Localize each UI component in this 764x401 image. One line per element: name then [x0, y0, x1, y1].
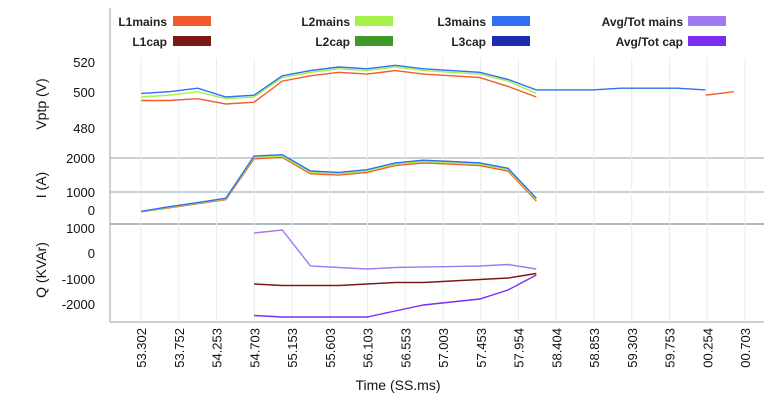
legend-label-8: Avg/Tot cap — [616, 35, 683, 49]
x-tick-label-7: 56.103 — [361, 328, 376, 368]
x-tick-label-10: 57.453 — [474, 328, 489, 368]
x-tick-label-16: 00.254 — [700, 328, 715, 368]
x-tick-label-17: 00.703 — [738, 328, 753, 368]
legend: L1mains L1cap L2mains L2cap L3mains L3cap Avg/… — [118, 15, 726, 49]
panel-2-ytick-2: 1000 — [66, 185, 95, 200]
x-tick-label-5: 55.153 — [285, 328, 300, 368]
legend-swatch-5 — [492, 16, 530, 26]
panel-1-ytick-3: 480 — [73, 121, 95, 136]
x-tick-label-13: 58.853 — [587, 328, 602, 368]
panel-3-series-2 — [254, 274, 537, 318]
x-tick-label-11: 57.954 — [512, 328, 527, 368]
legend-label-4: L2cap — [315, 35, 350, 49]
legend-swatch-1 — [173, 16, 211, 26]
legend-label-3: L2mains — [301, 15, 350, 29]
legend-label-6: L3cap — [451, 35, 486, 49]
legend-label-2: L1cap — [132, 35, 167, 49]
panel-2-ylabel: I (A) — [33, 172, 49, 198]
x-tick-label-12: 58.404 — [549, 328, 564, 368]
panel-3-ytick-4: -2000 — [62, 297, 95, 312]
legend-swatch-8 — [688, 36, 726, 46]
x-tick-label-1: 53.302 — [134, 328, 149, 368]
x-tick-label-2: 53.752 — [172, 328, 187, 368]
x-axis-title: Time (SS.ms) — [355, 377, 440, 393]
legend-label-7: Avg/Tot mains — [602, 15, 684, 29]
panel-3-ytick-1: 1000 — [66, 221, 95, 236]
x-tick-label-14: 59.303 — [625, 328, 640, 368]
panel-2-series-3 — [141, 153, 537, 212]
panel-1: 520 500 480 Vptp (V) — [33, 55, 734, 136]
legend-swatch-2 — [173, 36, 211, 46]
panel-2-ytick-1: 2000 — [66, 151, 95, 166]
legend-swatch-3 — [355, 16, 393, 26]
legend-swatch-6 — [492, 36, 530, 46]
panel-1-ytick-1: 520 — [73, 55, 95, 70]
x-tick-label-3: 54.253 — [210, 328, 225, 368]
panel-3-series-3 — [254, 272, 537, 287]
panel-3-ylabel: Q (KVAr) — [33, 242, 49, 298]
panel-2: 2000 1000 0 I (A) — [33, 151, 537, 218]
panel-1-ytick-2: 500 — [73, 85, 95, 100]
x-tick-label-15: 59.753 — [663, 328, 678, 368]
x-tick-label-4: 54.703 — [247, 328, 262, 368]
panel-3-ytick-2: 0 — [88, 246, 95, 261]
panel-1-ylabel: Vptp (V) — [33, 78, 49, 129]
x-tick-label-8: 56.553 — [398, 328, 413, 368]
panel-1-series-3 — [141, 64, 706, 98]
panels: 520 500 480 Vptp (V) 2000 1000 0 I (A) 1000 0 -100… — [33, 55, 764, 322]
legend-label-1: L1mains — [118, 15, 167, 29]
legend-swatch-7 — [688, 16, 726, 26]
legend-label-5: L3mains — [437, 15, 486, 29]
x-axis-ticks: 53.302 53.752 54.253 54.703 55.153 55.603 56.1… — [134, 328, 753, 368]
x-tick-label-9: 57.003 — [436, 328, 451, 368]
panel-2-ytick-3: 0 — [88, 203, 95, 218]
panel-1-series-1 — [141, 69, 734, 105]
panel-3: 1000 0 -1000 -2000 Q (KVAr) — [33, 221, 537, 318]
panel-3-ytick-3: -1000 — [62, 272, 95, 287]
legend-swatch-4 — [355, 36, 393, 46]
panel-3-series-1 — [254, 229, 537, 270]
x-tick-label-6: 55.603 — [323, 328, 338, 368]
